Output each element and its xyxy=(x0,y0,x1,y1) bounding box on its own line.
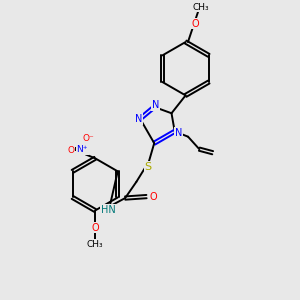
Text: N⁺: N⁺ xyxy=(76,145,88,154)
Text: S: S xyxy=(145,162,152,172)
Text: N: N xyxy=(175,128,182,138)
Text: O: O xyxy=(67,146,74,155)
Text: N: N xyxy=(152,100,159,110)
Text: CH₃: CH₃ xyxy=(87,240,103,249)
Text: CH₃: CH₃ xyxy=(192,2,209,11)
Text: O⁻: O⁻ xyxy=(82,134,94,143)
Text: N: N xyxy=(135,114,142,124)
Text: O: O xyxy=(192,19,199,28)
Text: HN: HN xyxy=(101,205,116,215)
Text: O: O xyxy=(149,192,157,202)
Text: O: O xyxy=(91,223,99,233)
